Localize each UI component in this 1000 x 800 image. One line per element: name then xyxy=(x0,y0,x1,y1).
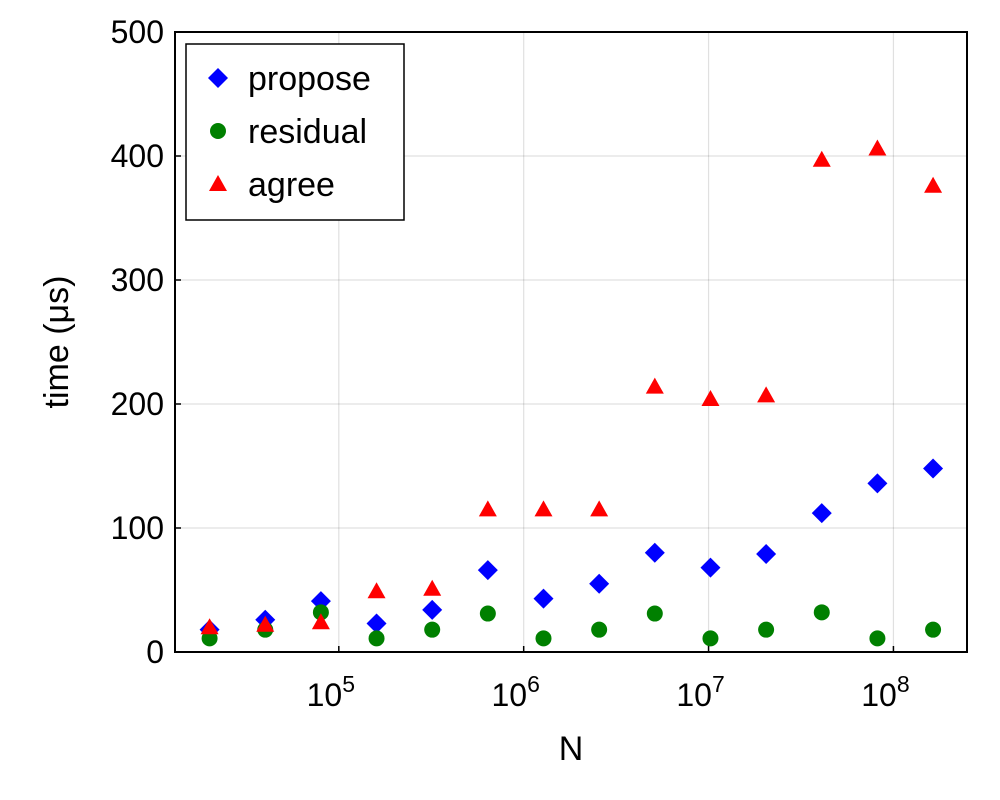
tick-marks xyxy=(175,31,895,653)
x-tick-label-exponent: 5 xyxy=(342,671,355,697)
residual-point xyxy=(925,621,942,638)
agree-point xyxy=(311,613,330,630)
y-tick-label: 200 xyxy=(111,386,164,422)
residual-point xyxy=(368,630,385,647)
legend-label-propose: propose xyxy=(248,60,371,98)
propose-point xyxy=(923,458,944,479)
residual-point xyxy=(535,630,552,647)
x-tick-label-base: 10 xyxy=(676,677,712,713)
y-tick-label: 0 xyxy=(146,634,164,670)
x-tick-label: 106 xyxy=(491,671,539,713)
propose-point xyxy=(644,542,665,563)
propose-point xyxy=(867,473,888,494)
y-tick-label: 400 xyxy=(111,138,164,174)
x-tick-label-exponent: 6 xyxy=(527,671,540,697)
residual-point xyxy=(758,621,775,638)
agree-point xyxy=(812,150,831,167)
propose-point xyxy=(589,573,610,594)
data-points xyxy=(199,139,944,647)
x-tick-label-base: 10 xyxy=(491,677,527,713)
residual-point xyxy=(201,630,218,647)
agree-point xyxy=(701,390,720,407)
x-tick-label-exponent: 7 xyxy=(712,671,725,697)
y-tick-label: 300 xyxy=(111,262,164,298)
residual-point xyxy=(312,604,329,621)
propose-point xyxy=(366,613,387,634)
agree-point xyxy=(256,615,275,632)
agree-point xyxy=(367,582,386,599)
residual-point xyxy=(646,605,663,622)
agree-point xyxy=(478,500,497,517)
propose-point xyxy=(756,544,777,565)
residual-point xyxy=(479,605,496,622)
series-agree xyxy=(200,139,943,635)
x-tick-label: 107 xyxy=(676,671,724,713)
y-tick-labels: 0 100 200 300 400 500 xyxy=(111,14,164,670)
x-tick-label: 105 xyxy=(307,671,355,713)
agree-point xyxy=(200,618,219,635)
y-axis-label: time (μs) xyxy=(38,276,76,409)
propose-point xyxy=(811,503,832,524)
propose-point xyxy=(700,557,721,578)
residual-point xyxy=(424,621,441,638)
propose-point xyxy=(422,599,443,620)
legend-label-agree: agree xyxy=(248,166,335,204)
legend: propose residual agree xyxy=(185,43,405,221)
propose-point xyxy=(533,588,554,609)
legend-marker-propose xyxy=(208,68,228,88)
x-tick-label-exponent: 8 xyxy=(897,671,910,697)
agree-point xyxy=(924,176,943,193)
y-tick-label: 500 xyxy=(111,14,164,50)
agree-point xyxy=(423,579,442,596)
x-tick-label-base: 10 xyxy=(307,677,343,713)
plot-frame xyxy=(174,31,968,653)
series-residual xyxy=(201,604,942,647)
x-tick-label: 108 xyxy=(861,671,909,713)
x-tick-labels: 105 106 107 108 xyxy=(307,671,910,713)
legend-marker-agree xyxy=(209,175,227,191)
legend-marker-residual xyxy=(210,123,226,139)
x-tick-label-base: 10 xyxy=(861,677,897,713)
residual-point xyxy=(591,621,608,638)
agree-point xyxy=(645,377,664,394)
agree-point xyxy=(590,500,609,517)
agree-point xyxy=(757,386,776,403)
residual-point xyxy=(869,630,886,647)
agree-point xyxy=(534,500,553,517)
propose-point xyxy=(477,560,498,581)
y-tick-label: 100 xyxy=(111,510,164,546)
x-axis-label: N xyxy=(559,730,584,768)
residual-point xyxy=(702,630,719,647)
legend-label-residual: residual xyxy=(248,113,367,151)
agree-point xyxy=(868,139,887,156)
residual-point xyxy=(813,604,830,621)
